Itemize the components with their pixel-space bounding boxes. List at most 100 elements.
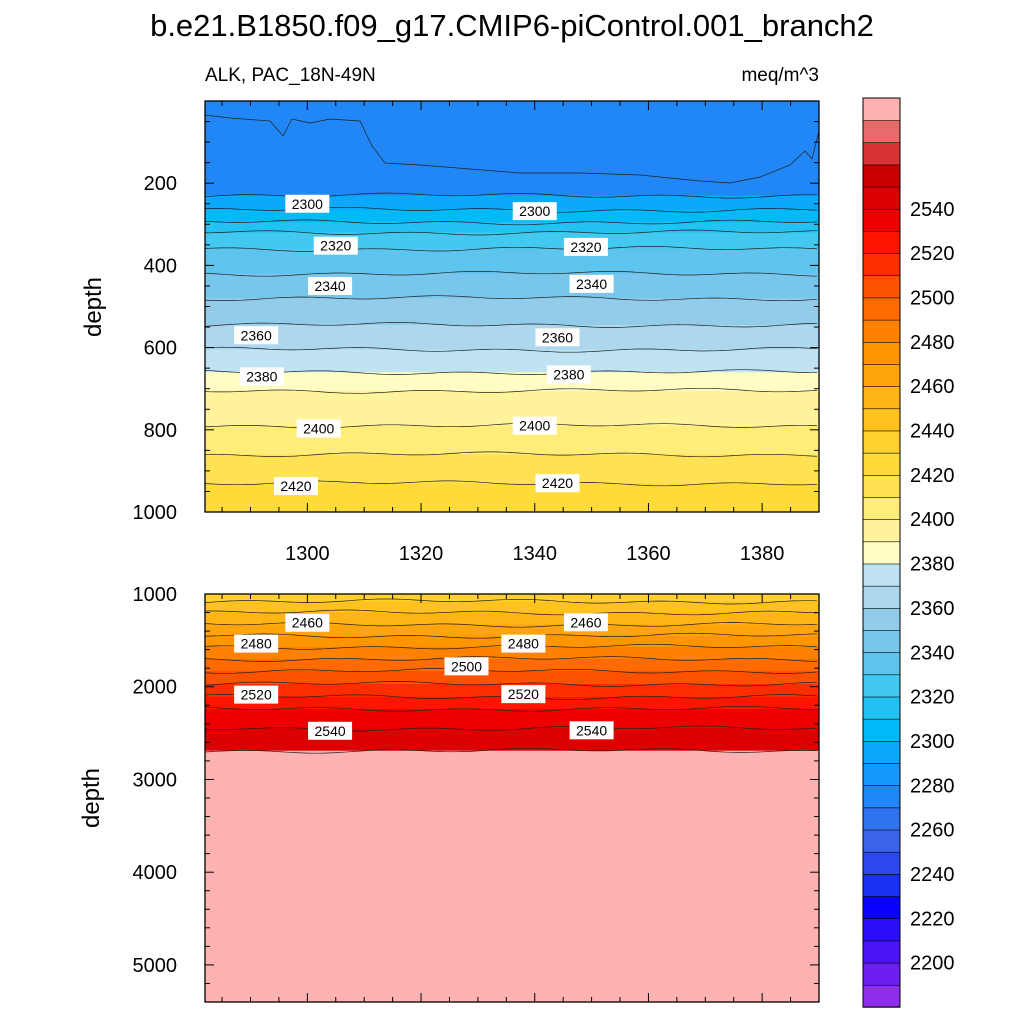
colorbar-tick-label: 2200 bbox=[910, 953, 955, 975]
contour-label-text: 2520 bbox=[241, 687, 272, 703]
colorbar-swatch bbox=[862, 563, 901, 587]
contour-label-box bbox=[273, 477, 318, 496]
contour-label: 2540 bbox=[569, 721, 614, 740]
contour-label-box bbox=[535, 474, 580, 493]
contour-band bbox=[205, 696, 819, 710]
contour-label-text: 2360 bbox=[542, 329, 573, 345]
contour-label-box bbox=[285, 194, 330, 213]
contour-label-box bbox=[563, 613, 608, 632]
x-tick-label: 1380 bbox=[740, 543, 785, 565]
colorbar-swatch bbox=[862, 496, 901, 520]
colorbar-swatch bbox=[862, 186, 901, 210]
contour-label: 2400 bbox=[512, 416, 557, 435]
colorbar-swatch bbox=[862, 164, 901, 188]
contour-label-text: 2320 bbox=[570, 239, 601, 255]
colorbar-tick-label: 2280 bbox=[910, 775, 955, 797]
colorbar-swatch bbox=[862, 696, 901, 720]
contour-label: 2400 bbox=[296, 419, 341, 438]
colorbar-swatch bbox=[862, 518, 901, 543]
contour-label: 2420 bbox=[535, 474, 580, 493]
contour-label: 2360 bbox=[535, 328, 580, 347]
y-tick-label: 1000 bbox=[133, 502, 178, 524]
colorbar-tick-label: 2240 bbox=[910, 864, 955, 886]
colorbar-swatch bbox=[862, 430, 901, 454]
y-tick-label: 200 bbox=[144, 173, 177, 195]
contour-label-box bbox=[569, 721, 614, 740]
colorbar-swatch bbox=[862, 762, 901, 786]
x-tick-label: 1360 bbox=[626, 543, 671, 565]
colorbar-swatch bbox=[862, 408, 901, 432]
contour-band bbox=[205, 670, 819, 685]
contour-band bbox=[205, 195, 819, 211]
colorbar-swatch bbox=[862, 984, 901, 1008]
contour-label-text: 2300 bbox=[292, 196, 323, 212]
contour-label-text: 2320 bbox=[320, 238, 351, 254]
contour-label: 2300 bbox=[285, 194, 330, 213]
contour-line bbox=[204, 681, 818, 687]
contour-label: 2460 bbox=[285, 613, 330, 632]
contour-line bbox=[204, 270, 818, 277]
colorbar-swatch bbox=[862, 895, 901, 920]
colorbar-tick-label: 2220 bbox=[910, 908, 955, 930]
contour-label: 2340 bbox=[569, 274, 614, 293]
colorbar-swatch bbox=[862, 252, 901, 277]
colorbar-tick-label: 2460 bbox=[910, 376, 955, 398]
contour-label-text: 2460 bbox=[292, 615, 323, 631]
contour-band bbox=[205, 222, 819, 234]
colorbar-tick-label: 2520 bbox=[910, 243, 955, 265]
colorbar-swatch bbox=[862, 829, 901, 853]
contour-line bbox=[204, 387, 818, 394]
colorbar-swatch bbox=[862, 873, 901, 897]
contour-label-text: 2520 bbox=[508, 686, 539, 702]
colorbar-swatch bbox=[862, 740, 901, 764]
colorbar-swatch bbox=[862, 607, 901, 631]
y-tick-label: 3000 bbox=[133, 769, 178, 791]
contour-label: 2460 bbox=[563, 613, 608, 632]
contour-label-text: 2420 bbox=[280, 478, 311, 494]
colorbar-swatch bbox=[862, 319, 901, 343]
contour-label-box bbox=[501, 685, 546, 704]
colorbar-tick-label: 2380 bbox=[910, 554, 955, 576]
contour-label-text: 2480 bbox=[508, 636, 539, 652]
contour-label-text: 2300 bbox=[519, 203, 550, 219]
colorbar-swatch bbox=[862, 962, 901, 986]
contour-label: 2340 bbox=[308, 276, 353, 295]
contour-line bbox=[204, 246, 818, 252]
colorbar-swatch bbox=[862, 385, 901, 410]
contour-label: 2420 bbox=[273, 477, 318, 496]
contour-band bbox=[205, 624, 819, 637]
contour-band bbox=[205, 658, 819, 672]
contour-label: 2540 bbox=[308, 721, 353, 740]
colorbar-tick-label: 2360 bbox=[910, 598, 955, 620]
y-tick-label: 2000 bbox=[133, 677, 178, 699]
contour-band bbox=[205, 750, 819, 1003]
contour-label: 2360 bbox=[234, 326, 279, 345]
contour-band bbox=[205, 232, 819, 250]
colorbar-swatch bbox=[862, 230, 901, 254]
contour-label-box bbox=[569, 274, 614, 293]
contour-band bbox=[205, 248, 819, 275]
contour-label-box bbox=[501, 634, 546, 653]
contour-label-box bbox=[285, 613, 330, 632]
contour-label-text: 2340 bbox=[576, 276, 607, 292]
colorbar-swatch bbox=[862, 807, 901, 831]
contour-label-box bbox=[546, 365, 591, 384]
colorbar-tick-label: 2540 bbox=[910, 199, 955, 221]
contour-line bbox=[204, 451, 818, 458]
colorbar-swatch bbox=[862, 208, 901, 232]
colorbar-swatch bbox=[862, 363, 901, 387]
colorbar-swatch bbox=[862, 851, 901, 875]
contour-label-text: 2340 bbox=[314, 278, 345, 294]
contour-label-text: 2500 bbox=[451, 658, 482, 674]
contour-label: 2320 bbox=[313, 236, 358, 255]
colorbar-swatch bbox=[862, 918, 901, 942]
colorbar-tick-label: 2320 bbox=[910, 687, 955, 709]
colorbar-swatch bbox=[862, 452, 901, 476]
colorbar-tick-label: 2500 bbox=[910, 288, 955, 310]
contour-band bbox=[205, 708, 819, 730]
contour-band bbox=[205, 349, 819, 373]
x-tick-label: 1320 bbox=[399, 543, 444, 565]
lower-y-axis-label: depth bbox=[78, 768, 105, 828]
contour-band bbox=[205, 209, 819, 223]
